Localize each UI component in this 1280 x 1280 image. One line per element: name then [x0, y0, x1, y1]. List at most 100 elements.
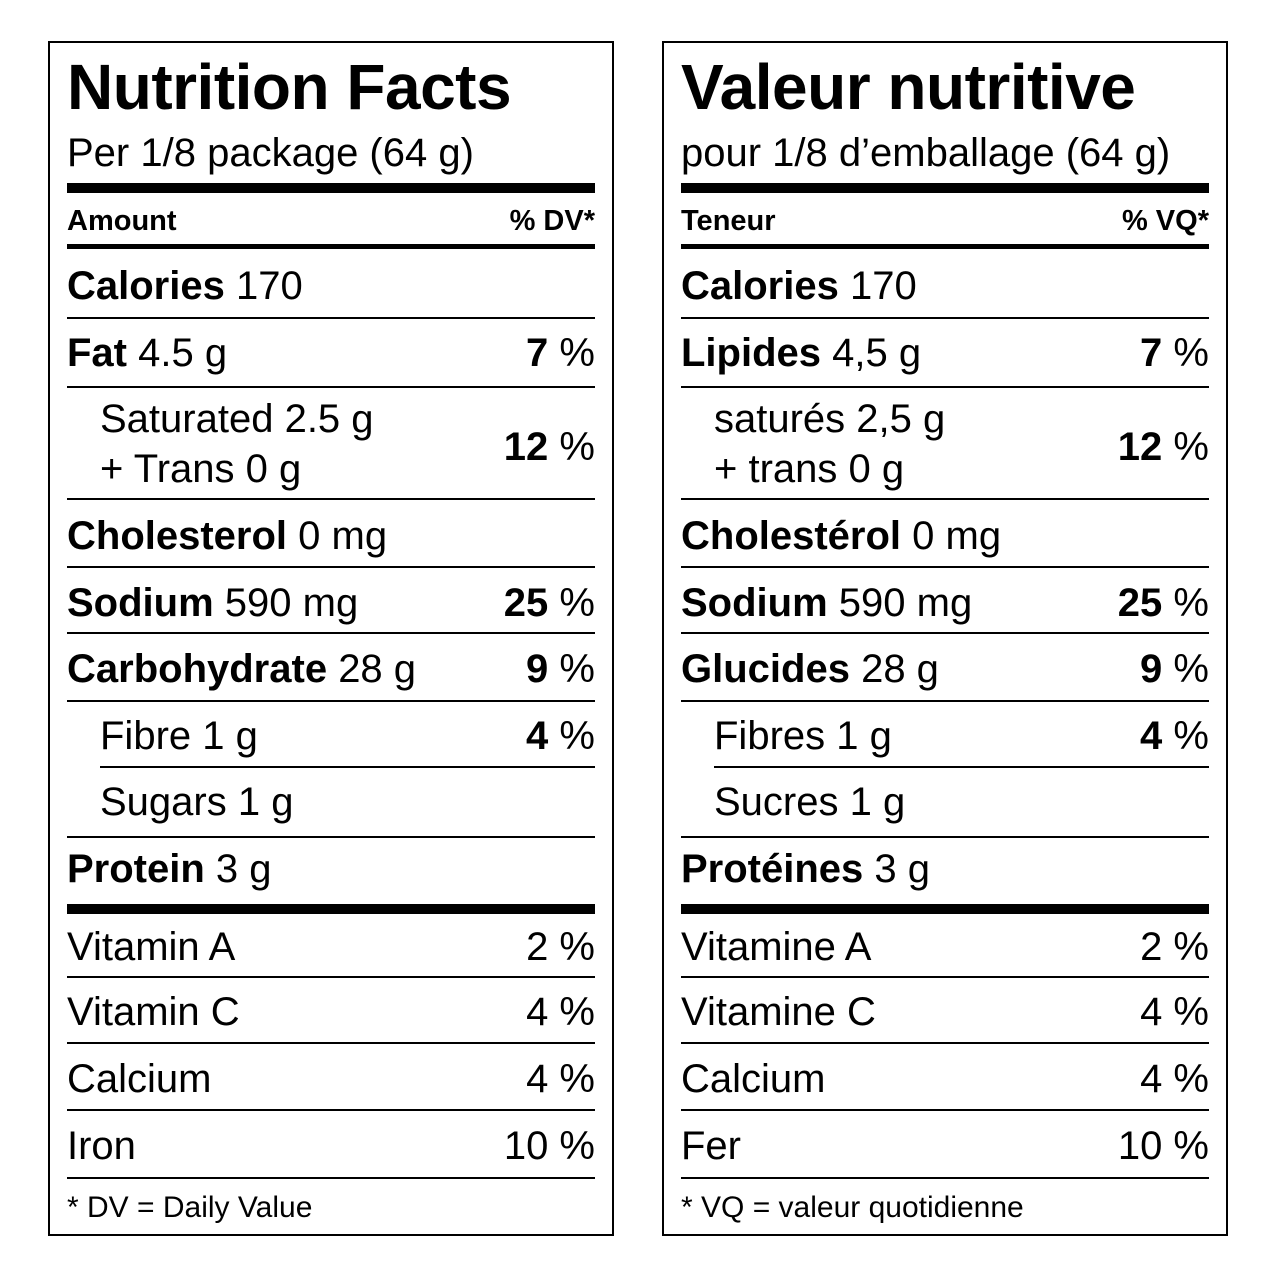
divider [67, 1177, 595, 1179]
sugars-label: Sugars 1 g [100, 780, 294, 824]
divider [681, 498, 1209, 500]
divider [681, 632, 1209, 634]
carbohydrate-label: Glucides [681, 647, 850, 691]
divider [67, 700, 595, 702]
row-saturated-trans: saturés 2,5 g + trans 0 g 12 % [681, 399, 1209, 509]
carbohydrate-value: 28 g [861, 647, 939, 691]
serving-size: Per 1/8 package (64 g) [67, 131, 474, 175]
protein-value: 3 g [874, 847, 931, 891]
fat-pct: 7 [526, 331, 549, 375]
sodium-value: 590 mg [838, 581, 973, 625]
carbohydrate-pct: 9 [1140, 647, 1163, 691]
divider-thick [681, 904, 1209, 914]
panel-title: Valeur nutritive [681, 51, 1136, 123]
calories-value: 170 [849, 264, 917, 308]
dv-header: % DV* [509, 205, 595, 237]
nutrition-facts-panel-french: Valeur nutritive pour 1/8 d’emballage (6… [662, 41, 1228, 1236]
fat-label: Fat [67, 331, 127, 375]
divider [67, 386, 595, 388]
saturated-line: saturés 2,5 g [714, 397, 946, 441]
pct-sign: % [559, 714, 595, 758]
pct-sign: % [1173, 425, 1209, 469]
divider [67, 566, 595, 568]
divider-thick [67, 183, 595, 193]
column-header: Teneur % VQ* [681, 205, 1209, 245]
vitamin-a-label: Vitamin A [67, 925, 236, 969]
cholesterol-value: 0 mg [912, 514, 1002, 558]
serving-size: pour 1/8 d’emballage (64 g) [681, 131, 1171, 175]
sugars-label: Sucres 1 g [714, 780, 906, 824]
iron-label: Iron [67, 1124, 136, 1168]
divider [681, 1177, 1209, 1179]
carbohydrate-label: Carbohydrate [67, 647, 328, 691]
vitamin-c-pct: 4 % [526, 990, 595, 1034]
trans-line: + trans 0 g [714, 447, 905, 491]
divider [67, 976, 595, 978]
calcium-label: Calcium [67, 1057, 212, 1101]
sodium-pct: 25 [1117, 581, 1163, 625]
amount-header: Teneur [681, 205, 776, 237]
fat-value: 4.5 g [138, 331, 228, 375]
pct-sign: % [1173, 581, 1209, 625]
calcium-pct: 4 % [526, 1057, 595, 1101]
divider [67, 632, 595, 634]
carbohydrate-pct: 9 [526, 647, 549, 691]
iron-label: Fer [681, 1124, 741, 1168]
pct-sign: % [1173, 647, 1209, 691]
pct-sign: % [559, 425, 595, 469]
sodium-pct: 25 [503, 581, 549, 625]
calories-label: Calories [67, 264, 225, 308]
divider-thick [67, 904, 595, 914]
nutrition-facts-panel-english: Nutrition Facts Per 1/8 package (64 g) A… [48, 41, 614, 1236]
divider [67, 498, 595, 500]
pct-sign: % [1173, 714, 1209, 758]
divider [67, 317, 595, 319]
column-header: Amount % DV* [67, 205, 595, 245]
pct-sign: % [559, 581, 595, 625]
fat-label: Lipides [681, 331, 822, 375]
fat-value: 4,5 g [832, 331, 922, 375]
divider-medium [67, 244, 595, 249]
divider [681, 386, 1209, 388]
dv-header: % VQ* [1121, 205, 1209, 237]
sodium-label: Sodium [67, 581, 214, 625]
footnote: * VQ = valeur quotidienne [681, 1191, 1024, 1224]
iron-pct: 10 % [503, 1124, 595, 1168]
fat-pct: 7 [1140, 331, 1163, 375]
trans-line: + Trans 0 g [100, 447, 302, 491]
vitamin-c-pct: 4 % [1140, 990, 1209, 1034]
protein-label: Protein [67, 847, 205, 891]
vitamin-a-label: Vitamine A [681, 925, 872, 969]
pct-sign: % [559, 331, 595, 375]
divider [681, 836, 1209, 838]
divider-thick [681, 183, 1209, 193]
divider-indent [714, 766, 1209, 768]
cholesterol-label: Cholesterol [67, 514, 288, 558]
carbohydrate-value: 28 g [338, 647, 417, 691]
fibre-pct: 4 [1140, 714, 1163, 758]
fibre-label: Fibres 1 g [714, 714, 892, 758]
calories-value: 170 [235, 264, 303, 308]
divider [681, 566, 1209, 568]
iron-pct: 10 % [1117, 1124, 1209, 1168]
vitamin-c-label: Vitamine C [681, 990, 876, 1034]
vitamin-a-pct: 2 % [1140, 925, 1209, 969]
vitamin-a-pct: 2 % [526, 925, 595, 969]
saturated-pct: 12 [1117, 425, 1163, 469]
sodium-label: Sodium [681, 581, 828, 625]
pct-sign: % [559, 647, 595, 691]
fibre-pct: 4 [526, 714, 549, 758]
footnote: * DV = Daily Value [67, 1191, 313, 1224]
sodium-value: 590 mg [224, 581, 359, 625]
cholesterol-label: Cholestérol [681, 514, 902, 558]
protein-label: Protéines [681, 847, 864, 891]
pct-sign: % [1173, 331, 1209, 375]
saturated-pct: 12 [503, 425, 549, 469]
divider [67, 836, 595, 838]
fibre-label: Fibre 1 g [100, 714, 258, 758]
calories-label: Calories [681, 264, 839, 308]
divider [681, 976, 1209, 978]
divider [681, 317, 1209, 319]
divider-indent [100, 766, 595, 768]
divider [67, 1042, 595, 1044]
